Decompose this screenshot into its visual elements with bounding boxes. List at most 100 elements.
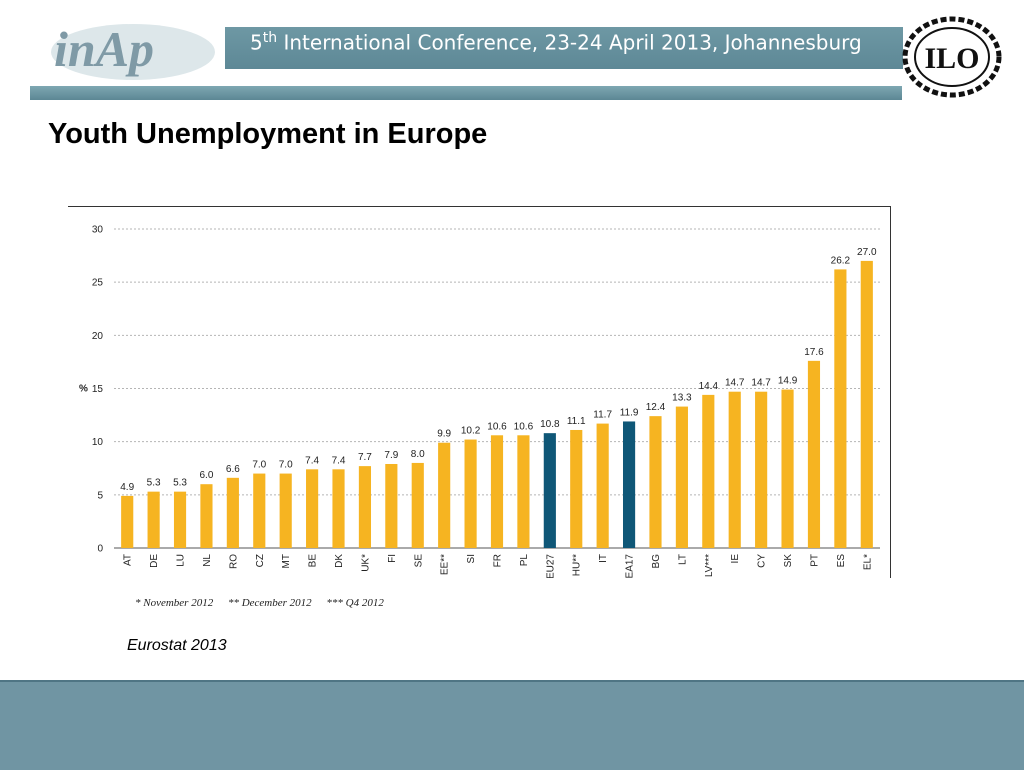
x-tick-label: RO (228, 554, 239, 569)
y-tick-label: 5 (97, 490, 103, 501)
bar-si (464, 439, 477, 548)
conference-title: 5th International Conference, 23-24 Apri… (250, 30, 862, 55)
x-tick-label: EU27 (545, 554, 556, 578)
x-tick-label: PT (809, 554, 820, 567)
data-label: 14.7 (751, 378, 771, 389)
bar-el (860, 260, 873, 548)
chart-footnotes: * November 2012 ** December 2012 *** Q4 … (135, 597, 396, 609)
bar-chart-svg: 0 5 10 15 20 25 30% 4.9 AT 5.3 DE 5.3 LU 6.0 NL 6.6 RO 7.… (68, 206, 891, 578)
y-tick-label: 30 (92, 225, 104, 236)
x-tick-label: EE** (440, 554, 451, 575)
data-label: 7.0 (279, 460, 293, 471)
data-label: 14.4 (699, 381, 719, 392)
x-tick-label: DE (149, 554, 160, 568)
data-label: 10.6 (514, 421, 534, 432)
bar-ie (728, 391, 741, 548)
x-tick-label: FR (493, 554, 504, 567)
x-tick-label: LT (677, 554, 688, 565)
x-tick-label: CY (757, 554, 768, 568)
bar-fr (490, 435, 504, 548)
bar-ee (438, 442, 451, 548)
bar-dk (332, 469, 345, 548)
data-label: 8.0 (411, 449, 425, 460)
bar-pt (807, 360, 821, 548)
data-label: 13.3 (672, 393, 692, 404)
conference-ordinal: 5 (250, 30, 263, 55)
bar-se (411, 462, 424, 548)
bar-fi (385, 463, 398, 548)
bar-be (306, 469, 319, 548)
header-strip (30, 86, 902, 100)
x-tick-label: AT (123, 554, 134, 566)
y-axis-label: % (79, 384, 88, 395)
y-tick-label: 0 (97, 544, 103, 555)
data-label: 26.2 (831, 255, 851, 266)
bar-chart: 0 5 10 15 20 25 30% 4.9 AT 5.3 DE 5.3 LU 6.0 NL 6.6 RO 7.… (68, 206, 891, 578)
y-tick-label: 20 (92, 331, 104, 342)
bar-at (121, 495, 134, 548)
footer-bar (0, 680, 1024, 770)
data-label: 7.7 (358, 452, 372, 463)
bar-lv (702, 394, 715, 548)
x-tick-label: EA17 (625, 554, 636, 578)
data-label: 4.9 (120, 482, 134, 493)
bar-sk (781, 389, 794, 548)
data-label: 17.6 (804, 347, 824, 358)
x-tick-label: SK (783, 554, 794, 568)
bar-eu27 (543, 433, 556, 548)
data-label: 27.0 (857, 247, 877, 258)
conference-ordinal-suffix: th (262, 30, 278, 46)
data-label: 6.0 (199, 470, 213, 481)
x-tick-label: DK (334, 554, 345, 568)
bar-ro (226, 477, 239, 548)
bar-cy (755, 391, 768, 548)
bar-lt (675, 406, 688, 548)
x-tick-label: EL* (862, 554, 873, 570)
data-label: 11.7 (593, 410, 612, 421)
data-label: 10.6 (487, 421, 507, 432)
x-tick-label: MT (281, 554, 292, 568)
x-tick-label: CZ (255, 554, 266, 567)
data-label: 12.4 (646, 402, 666, 413)
inap-logo-text: inAp (54, 21, 154, 77)
bar-it (596, 423, 609, 548)
conference-title-text: International Conference, 23-24 April 20… (283, 30, 862, 55)
x-tick-label: HU** (572, 554, 583, 576)
x-tick-label: LU (176, 554, 187, 567)
x-tick-label: LV*** (704, 554, 715, 577)
x-tick-label: IT (598, 554, 609, 563)
y-tick-label: 15 (92, 384, 104, 395)
bar-mt (279, 473, 292, 548)
bar-de (147, 491, 160, 548)
y-tick-label: 25 (92, 278, 104, 289)
x-tick-label: BG (651, 554, 662, 569)
data-label: 7.9 (384, 450, 398, 461)
x-tick-label: ES (836, 554, 847, 568)
bar-hu (570, 429, 583, 548)
data-label: 10.8 (540, 419, 560, 430)
data-label: 7.4 (305, 455, 319, 466)
data-label: 5.3 (147, 478, 161, 489)
slide-title: Youth Unemployment in Europe (48, 118, 488, 150)
data-label: 14.7 (725, 378, 745, 389)
x-tick-label: PL (519, 554, 530, 567)
data-label: 14.9 (778, 376, 798, 387)
footnote-1: * November 2012 (135, 597, 214, 609)
data-label: 10.2 (461, 426, 481, 437)
data-label: 7.4 (332, 455, 346, 466)
bar-ea17 (622, 421, 636, 548)
header: inAp 5th International Conference, 23-24… (0, 0, 1024, 105)
x-tick-label: SI (466, 554, 477, 563)
ilo-logo-text: ILO (924, 42, 979, 75)
ilo-logo: ILO (902, 16, 1002, 98)
data-label: 11.9 (620, 407, 639, 418)
bar-nl (200, 484, 213, 548)
bar-bg (649, 416, 662, 548)
x-tick-label: IE (730, 554, 741, 564)
bar-uk (358, 466, 372, 548)
data-label: 7.0 (252, 460, 266, 471)
y-tick-label: 10 (92, 437, 104, 448)
bar-pl (517, 435, 530, 548)
data-label: 6.6 (226, 464, 240, 475)
bar-es (834, 269, 847, 548)
